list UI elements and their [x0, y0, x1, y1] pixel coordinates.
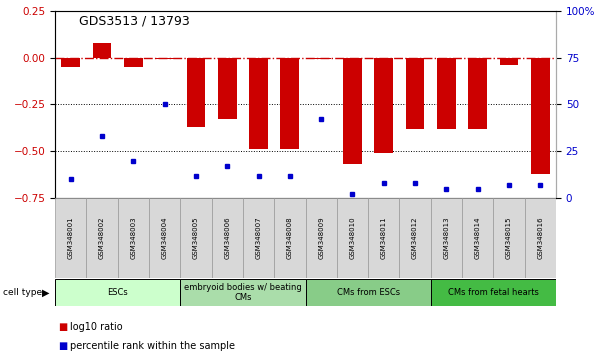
- Bar: [211, 198, 243, 278]
- Bar: [525, 198, 556, 278]
- Bar: [124, 57, 143, 67]
- Text: GSM348003: GSM348003: [130, 217, 136, 259]
- Text: GSM348002: GSM348002: [99, 217, 105, 259]
- Bar: [149, 198, 180, 278]
- Bar: [61, 57, 80, 67]
- Bar: [368, 198, 400, 278]
- Text: ESCs: ESCs: [108, 288, 128, 297]
- Bar: [186, 57, 205, 127]
- Text: GSM348001: GSM348001: [68, 217, 74, 259]
- Bar: [312, 57, 331, 59]
- Bar: [462, 198, 494, 278]
- Text: GSM348015: GSM348015: [506, 217, 512, 259]
- Bar: [493, 198, 525, 278]
- Bar: [306, 279, 431, 306]
- Text: ■: ■: [58, 341, 67, 351]
- Text: GSM348011: GSM348011: [381, 217, 387, 259]
- Bar: [180, 279, 306, 306]
- Bar: [431, 198, 462, 278]
- Bar: [337, 198, 368, 278]
- Text: GDS3513 / 13793: GDS3513 / 13793: [79, 14, 190, 27]
- Bar: [280, 57, 299, 149]
- Text: ▶: ▶: [42, 287, 49, 297]
- Text: embryoid bodies w/ beating
CMs: embryoid bodies w/ beating CMs: [184, 283, 302, 302]
- Text: CMs from ESCs: CMs from ESCs: [337, 288, 400, 297]
- Bar: [375, 57, 393, 153]
- Text: GSM348016: GSM348016: [537, 217, 543, 259]
- Text: percentile rank within the sample: percentile rank within the sample: [70, 341, 235, 351]
- Bar: [55, 198, 86, 278]
- Bar: [249, 57, 268, 149]
- Bar: [243, 198, 274, 278]
- Text: CMs from fetal hearts: CMs from fetal hearts: [448, 288, 539, 297]
- Bar: [431, 279, 556, 306]
- Bar: [55, 279, 180, 306]
- Bar: [93, 42, 111, 57]
- Text: GSM348005: GSM348005: [193, 217, 199, 259]
- Bar: [218, 57, 236, 119]
- Bar: [306, 198, 337, 278]
- Text: GSM348009: GSM348009: [318, 217, 324, 259]
- Bar: [274, 198, 306, 278]
- Text: log10 ratio: log10 ratio: [70, 322, 123, 332]
- Text: ■: ■: [58, 322, 67, 332]
- Bar: [531, 57, 550, 174]
- Text: GSM348014: GSM348014: [475, 217, 481, 259]
- Bar: [400, 198, 431, 278]
- Text: cell type: cell type: [3, 288, 42, 297]
- Text: GSM348006: GSM348006: [224, 217, 230, 259]
- Bar: [117, 198, 149, 278]
- Text: GSM348004: GSM348004: [161, 217, 167, 259]
- Bar: [155, 57, 174, 59]
- Bar: [86, 198, 117, 278]
- Text: GSM348013: GSM348013: [444, 217, 450, 259]
- Text: GSM348012: GSM348012: [412, 217, 418, 259]
- Bar: [343, 57, 362, 165]
- Text: GSM348008: GSM348008: [287, 217, 293, 259]
- Bar: [500, 57, 518, 65]
- Text: GSM348010: GSM348010: [349, 217, 356, 259]
- Bar: [469, 57, 487, 129]
- Text: GSM348007: GSM348007: [255, 217, 262, 259]
- Bar: [437, 57, 456, 129]
- Bar: [406, 57, 425, 129]
- Bar: [180, 198, 211, 278]
